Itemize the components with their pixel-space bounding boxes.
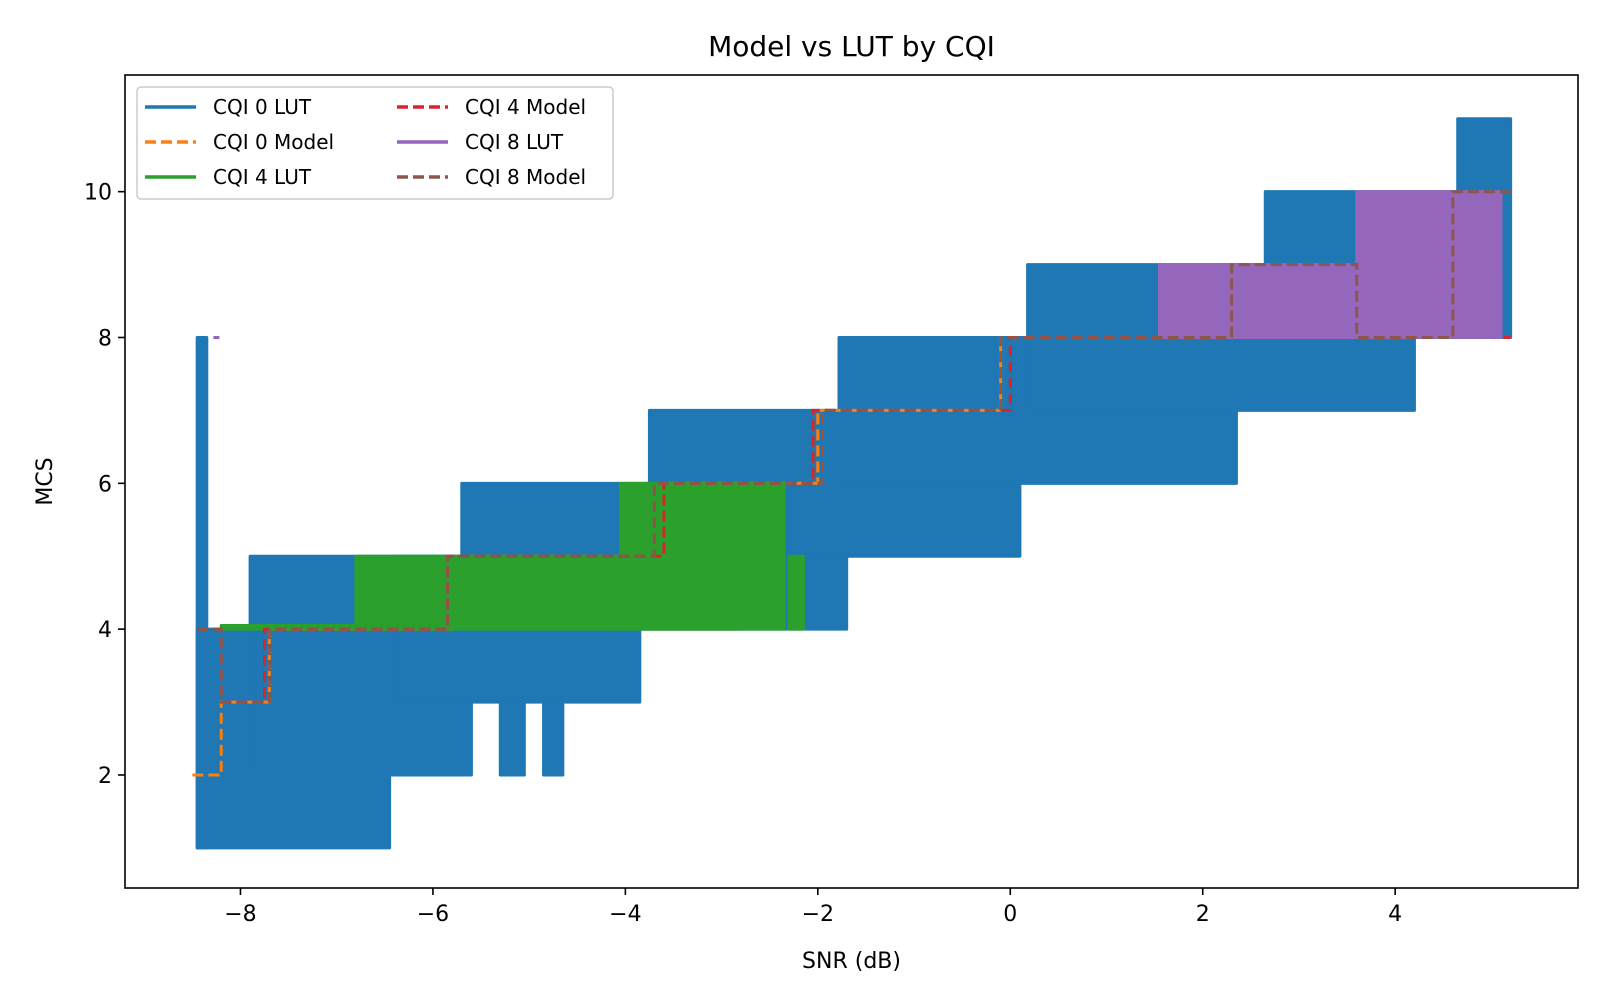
legend-item-cqi-0-lut: CQI 0 LUT [145,95,312,119]
legend-label: CQI 8 Model [465,165,586,189]
x-axis-label: SNR (dB) [802,949,901,974]
legend-item-cqi-8-model: CQI 8 Model [397,165,586,189]
x-tick-label: −8 [224,902,256,927]
cqi-4-lut-band-3 [787,554,805,631]
legend-item-cqi-4-lut: CQI 4 LUT [145,165,312,189]
legend-label: CQI 0 LUT [213,95,312,119]
cqi-0-lut-band-5 [542,700,565,777]
axis-ticks: −8 −6 −4 −2 0 2 4 2 4 6 8 10 [84,181,1402,927]
y-tick-label: 6 [98,472,112,497]
cqi-0-lut-band-4 [498,700,526,777]
legend-label: CQI 4 Model [465,95,586,119]
x-tick-label: −4 [609,902,641,927]
legend-item-cqi-8-lut: CQI 8 LUT [397,130,564,154]
x-tick-label: −2 [802,902,834,927]
cqi-8-model-line [197,190,1511,704]
legend-item-cqi-4-model: CQI 4 Model [397,95,586,119]
y-tick-label: 8 [98,326,112,351]
y-tick-label: 2 [98,764,112,789]
legend-item-cqi-0-model: CQI 0 Model [145,130,334,154]
legend-box [136,86,614,200]
chart-title: Model vs LUT by CQI [708,30,995,63]
x-tick-label: 4 [1388,902,1402,927]
series-cqi-0-lut [195,117,1513,850]
x-tick-label: 0 [1003,902,1017,927]
series-cqi-8-lut [213,190,1503,339]
series-cqi-8-model [197,190,1511,704]
legend-label: CQI 4 LUT [213,165,312,189]
legend-label: CQI 0 Model [213,130,334,154]
x-tick-label: −6 [417,902,449,927]
plot-area-frame [124,74,1579,889]
legend: CQI 0 LUT CQI 0 Model CQI 4 LUT CQI 4 Model… [136,86,614,200]
cqi-4-lut-band-2 [619,481,786,631]
y-tick-label: 4 [98,618,112,643]
series-cqi-4-lut [219,481,805,631]
legend-label: CQI 8 LUT [465,130,564,154]
y-axis-label: MCS [33,457,58,505]
y-tick-label: 10 [84,181,112,206]
cqi-8-lut-band-1 [1355,190,1503,339]
cqi-0-lut-band-11 [1456,117,1513,194]
plot-marks [192,117,1513,850]
x-tick-label: 2 [1196,902,1210,927]
